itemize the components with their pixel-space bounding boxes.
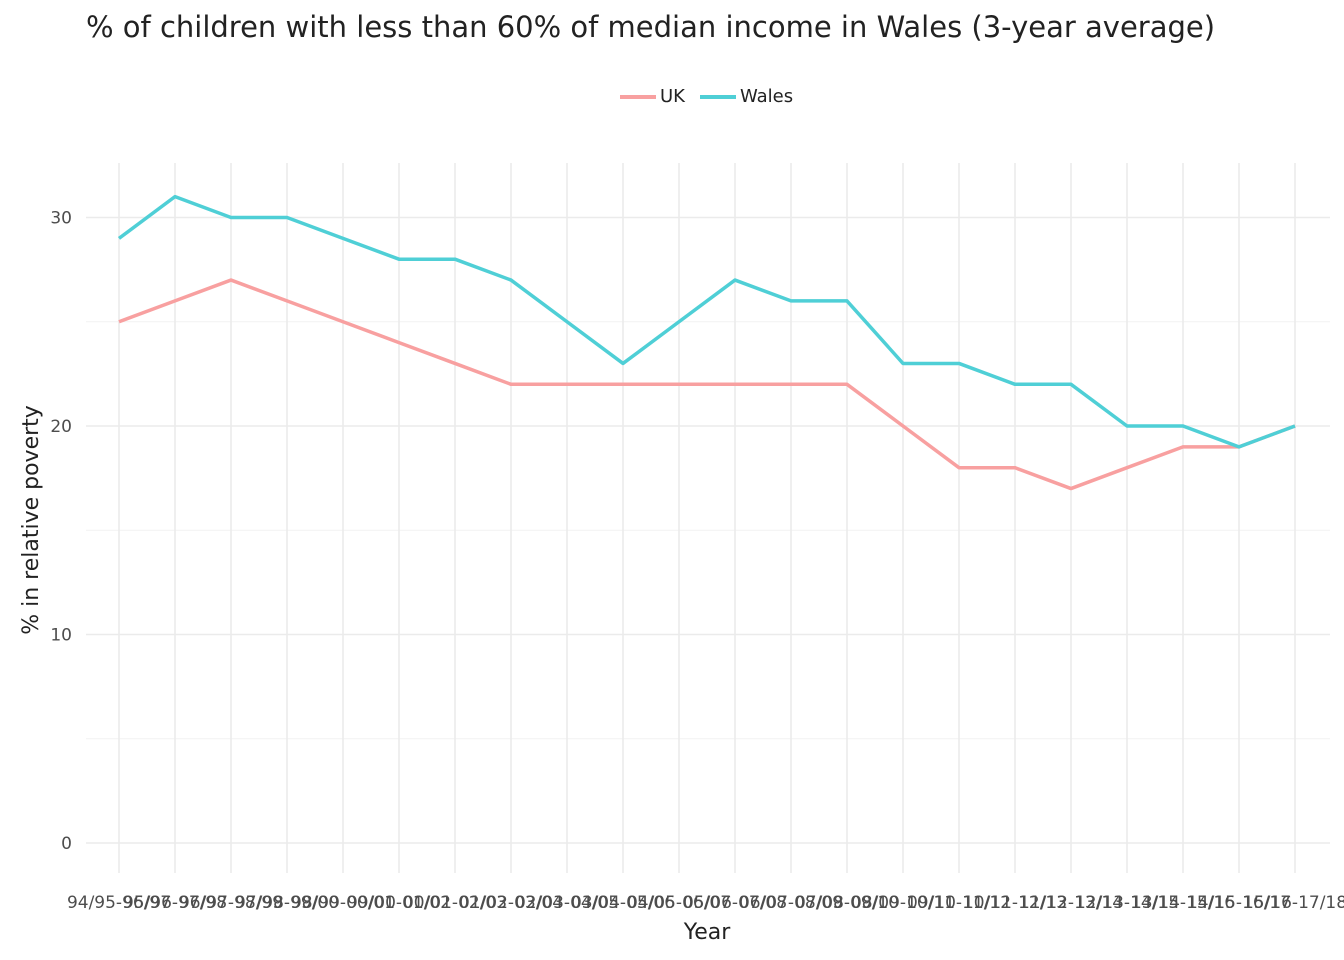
x-tick-label: 08/09-10/11 (851, 893, 955, 913)
x-tick-label: 99/00-01/02 (347, 893, 451, 913)
y-tick-label: 0 (61, 834, 72, 854)
x-tick-label: 00/01-02/03 (403, 893, 507, 913)
legend-item-wales: Wales (700, 86, 793, 107)
x-tick-label: 01/02-03/04 (459, 893, 563, 913)
legend-label-uk: UK (660, 86, 685, 107)
grid (86, 163, 1330, 873)
x-tick-label: 05/06-07/08 (683, 893, 787, 913)
x-tick-label: 98/99-00/01 (291, 893, 395, 913)
x-tick-label: 07/08-09/10 (795, 893, 899, 913)
x-axis-title: Year (683, 920, 732, 945)
series-line-wales (117, 194, 1296, 449)
x-tick-label: 97/98-99/00 (235, 893, 339, 913)
x-tick-label: 03/04-05/06 (571, 893, 675, 913)
x-tick-label: 96/97-98/99 (179, 893, 283, 913)
series-lines (117, 194, 1296, 491)
x-tick-label: 14/15-16/17 (1187, 893, 1291, 913)
y-axis-title: % in relative poverty (19, 405, 44, 635)
x-tick-label: 04/05-06/07 (627, 893, 731, 913)
legend-item-uk: UK (620, 86, 685, 107)
x-tick-label: 09/10-11/12 (907, 893, 1011, 913)
legend-swatch-wales (700, 94, 736, 99)
x-tick-label: 13/14-15/16 (1131, 893, 1235, 913)
tick-labels: 0 10 20 30 94/95-96/9795/96-97/9896/97-98/99… (50, 209, 1344, 914)
x-tick-label: 94/95-96/97 (67, 893, 171, 913)
x-tick-label: 10/11-12/13 (963, 893, 1067, 913)
x-tick-label: 06/07-08/09 (739, 893, 843, 913)
y-tick-label: 20 (50, 417, 72, 437)
y-tick-label: 10 (50, 626, 72, 646)
legend-label-wales: Wales (740, 86, 794, 107)
x-tick-label: 12/13-14/15 (1075, 893, 1179, 913)
chart-title: % of children with less than 60% of medi… (86, 10, 1216, 44)
y-tick-label: 30 (50, 209, 72, 229)
legend: UK Wales (0, 86, 1344, 114)
series-line-uk (118, 278, 1296, 491)
x-tick-label: 15/16-17/18 (1243, 893, 1344, 913)
legend-swatch-uk (620, 94, 656, 99)
x-tick-label: 02/03-04/05 (515, 893, 619, 913)
x-tick-label: 11/12-13/14 (1019, 893, 1123, 913)
x-tick-label: 95/96-97/98 (123, 893, 227, 913)
